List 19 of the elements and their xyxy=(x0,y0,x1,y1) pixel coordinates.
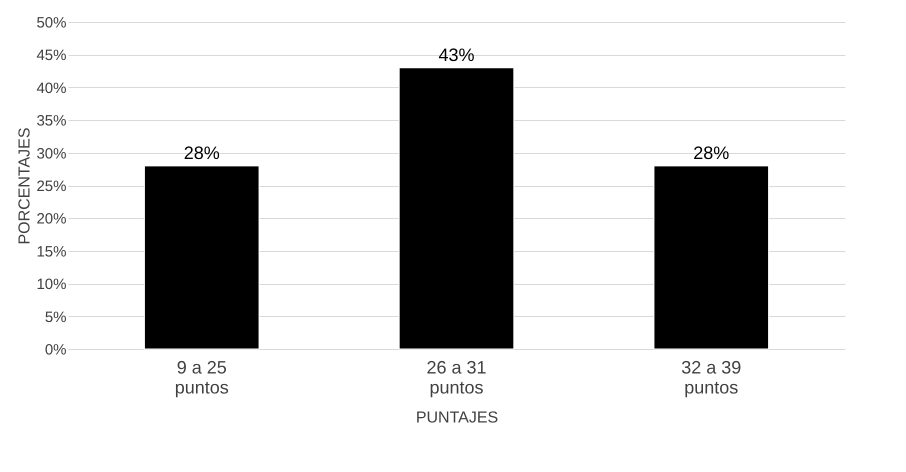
x-tick-label: 9 a 25 puntos xyxy=(174,358,229,398)
y-tick-label: 0% xyxy=(44,342,66,358)
y-tick-label: 5% xyxy=(44,308,66,326)
y-tick-label: 50% xyxy=(36,14,66,32)
data-label: 28% xyxy=(184,142,220,163)
y-tick-label: 10% xyxy=(36,276,66,294)
data-label: 28% xyxy=(693,142,730,163)
y-tick-label: 25% xyxy=(36,178,66,195)
y-tick-label: 35% xyxy=(36,112,66,130)
x-tick-label: 32 a 39 puntos xyxy=(681,358,742,398)
y-tick-label: 30% xyxy=(36,145,66,162)
y-tick-label: 20% xyxy=(36,210,66,228)
data-label: 43% xyxy=(438,44,475,65)
x-axis-title: PUNTAJES xyxy=(416,410,498,426)
y-tick-label: 15% xyxy=(36,243,66,260)
y-tick-label: 40% xyxy=(36,80,66,97)
y-axis-title: PORCENTAJES xyxy=(16,127,34,245)
y-tick-label: 45% xyxy=(36,47,66,64)
x-tick-label: 26 a 31 puntos xyxy=(426,358,487,398)
